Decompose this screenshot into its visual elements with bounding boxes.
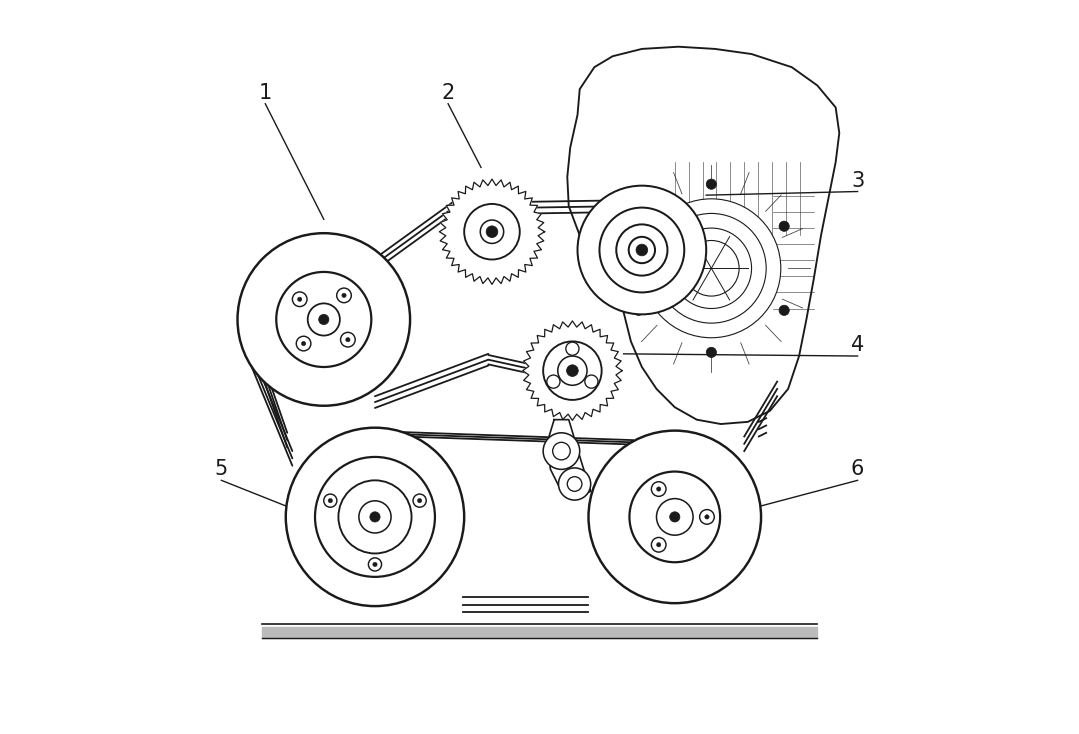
Circle shape <box>345 338 350 342</box>
Circle shape <box>308 303 340 335</box>
Circle shape <box>629 471 720 562</box>
Circle shape <box>585 375 598 388</box>
Circle shape <box>324 494 337 507</box>
Circle shape <box>670 512 680 522</box>
Circle shape <box>588 431 761 603</box>
Text: 3: 3 <box>851 170 864 191</box>
Circle shape <box>487 226 497 238</box>
Circle shape <box>372 562 378 567</box>
Circle shape <box>629 237 655 264</box>
Circle shape <box>656 542 660 547</box>
Circle shape <box>558 356 587 385</box>
Circle shape <box>359 501 391 533</box>
Circle shape <box>292 292 308 307</box>
Circle shape <box>370 512 380 522</box>
Circle shape <box>779 305 789 316</box>
Circle shape <box>339 480 411 553</box>
Circle shape <box>342 293 346 297</box>
Circle shape <box>671 228 752 308</box>
Circle shape <box>684 241 739 296</box>
Circle shape <box>656 498 693 535</box>
Text: 5: 5 <box>215 459 228 479</box>
Circle shape <box>286 428 464 606</box>
Circle shape <box>480 220 504 244</box>
Circle shape <box>566 365 578 377</box>
Circle shape <box>652 537 666 552</box>
Text: 4: 4 <box>851 335 864 355</box>
Circle shape <box>652 482 666 496</box>
Circle shape <box>298 297 302 302</box>
Polygon shape <box>547 420 590 498</box>
Circle shape <box>543 341 602 400</box>
Circle shape <box>707 179 716 189</box>
Circle shape <box>328 498 332 503</box>
Circle shape <box>552 443 570 460</box>
Circle shape <box>642 199 781 338</box>
Circle shape <box>633 305 644 316</box>
Circle shape <box>297 336 311 351</box>
Circle shape <box>237 233 410 406</box>
Circle shape <box>633 221 644 231</box>
Circle shape <box>315 457 435 577</box>
Circle shape <box>318 314 329 324</box>
Circle shape <box>301 341 305 346</box>
Circle shape <box>543 433 579 469</box>
Circle shape <box>368 558 382 571</box>
Polygon shape <box>568 47 839 424</box>
Circle shape <box>464 204 520 260</box>
Polygon shape <box>439 179 545 284</box>
Circle shape <box>656 214 766 323</box>
Text: 2: 2 <box>441 83 454 103</box>
Text: 1: 1 <box>259 83 272 103</box>
Circle shape <box>418 498 422 503</box>
Circle shape <box>547 375 560 388</box>
Circle shape <box>568 476 582 491</box>
Circle shape <box>616 225 668 275</box>
Polygon shape <box>522 321 623 421</box>
Circle shape <box>559 468 590 500</box>
Circle shape <box>707 347 716 357</box>
Text: 6: 6 <box>851 459 864 479</box>
Circle shape <box>341 333 355 347</box>
Circle shape <box>779 221 789 231</box>
Circle shape <box>636 244 647 256</box>
Circle shape <box>656 487 660 491</box>
Circle shape <box>600 208 684 292</box>
Circle shape <box>577 186 707 314</box>
Circle shape <box>413 494 426 507</box>
Circle shape <box>565 342 579 355</box>
Circle shape <box>276 272 371 367</box>
Circle shape <box>699 509 714 524</box>
Circle shape <box>705 515 709 519</box>
Circle shape <box>337 288 352 302</box>
